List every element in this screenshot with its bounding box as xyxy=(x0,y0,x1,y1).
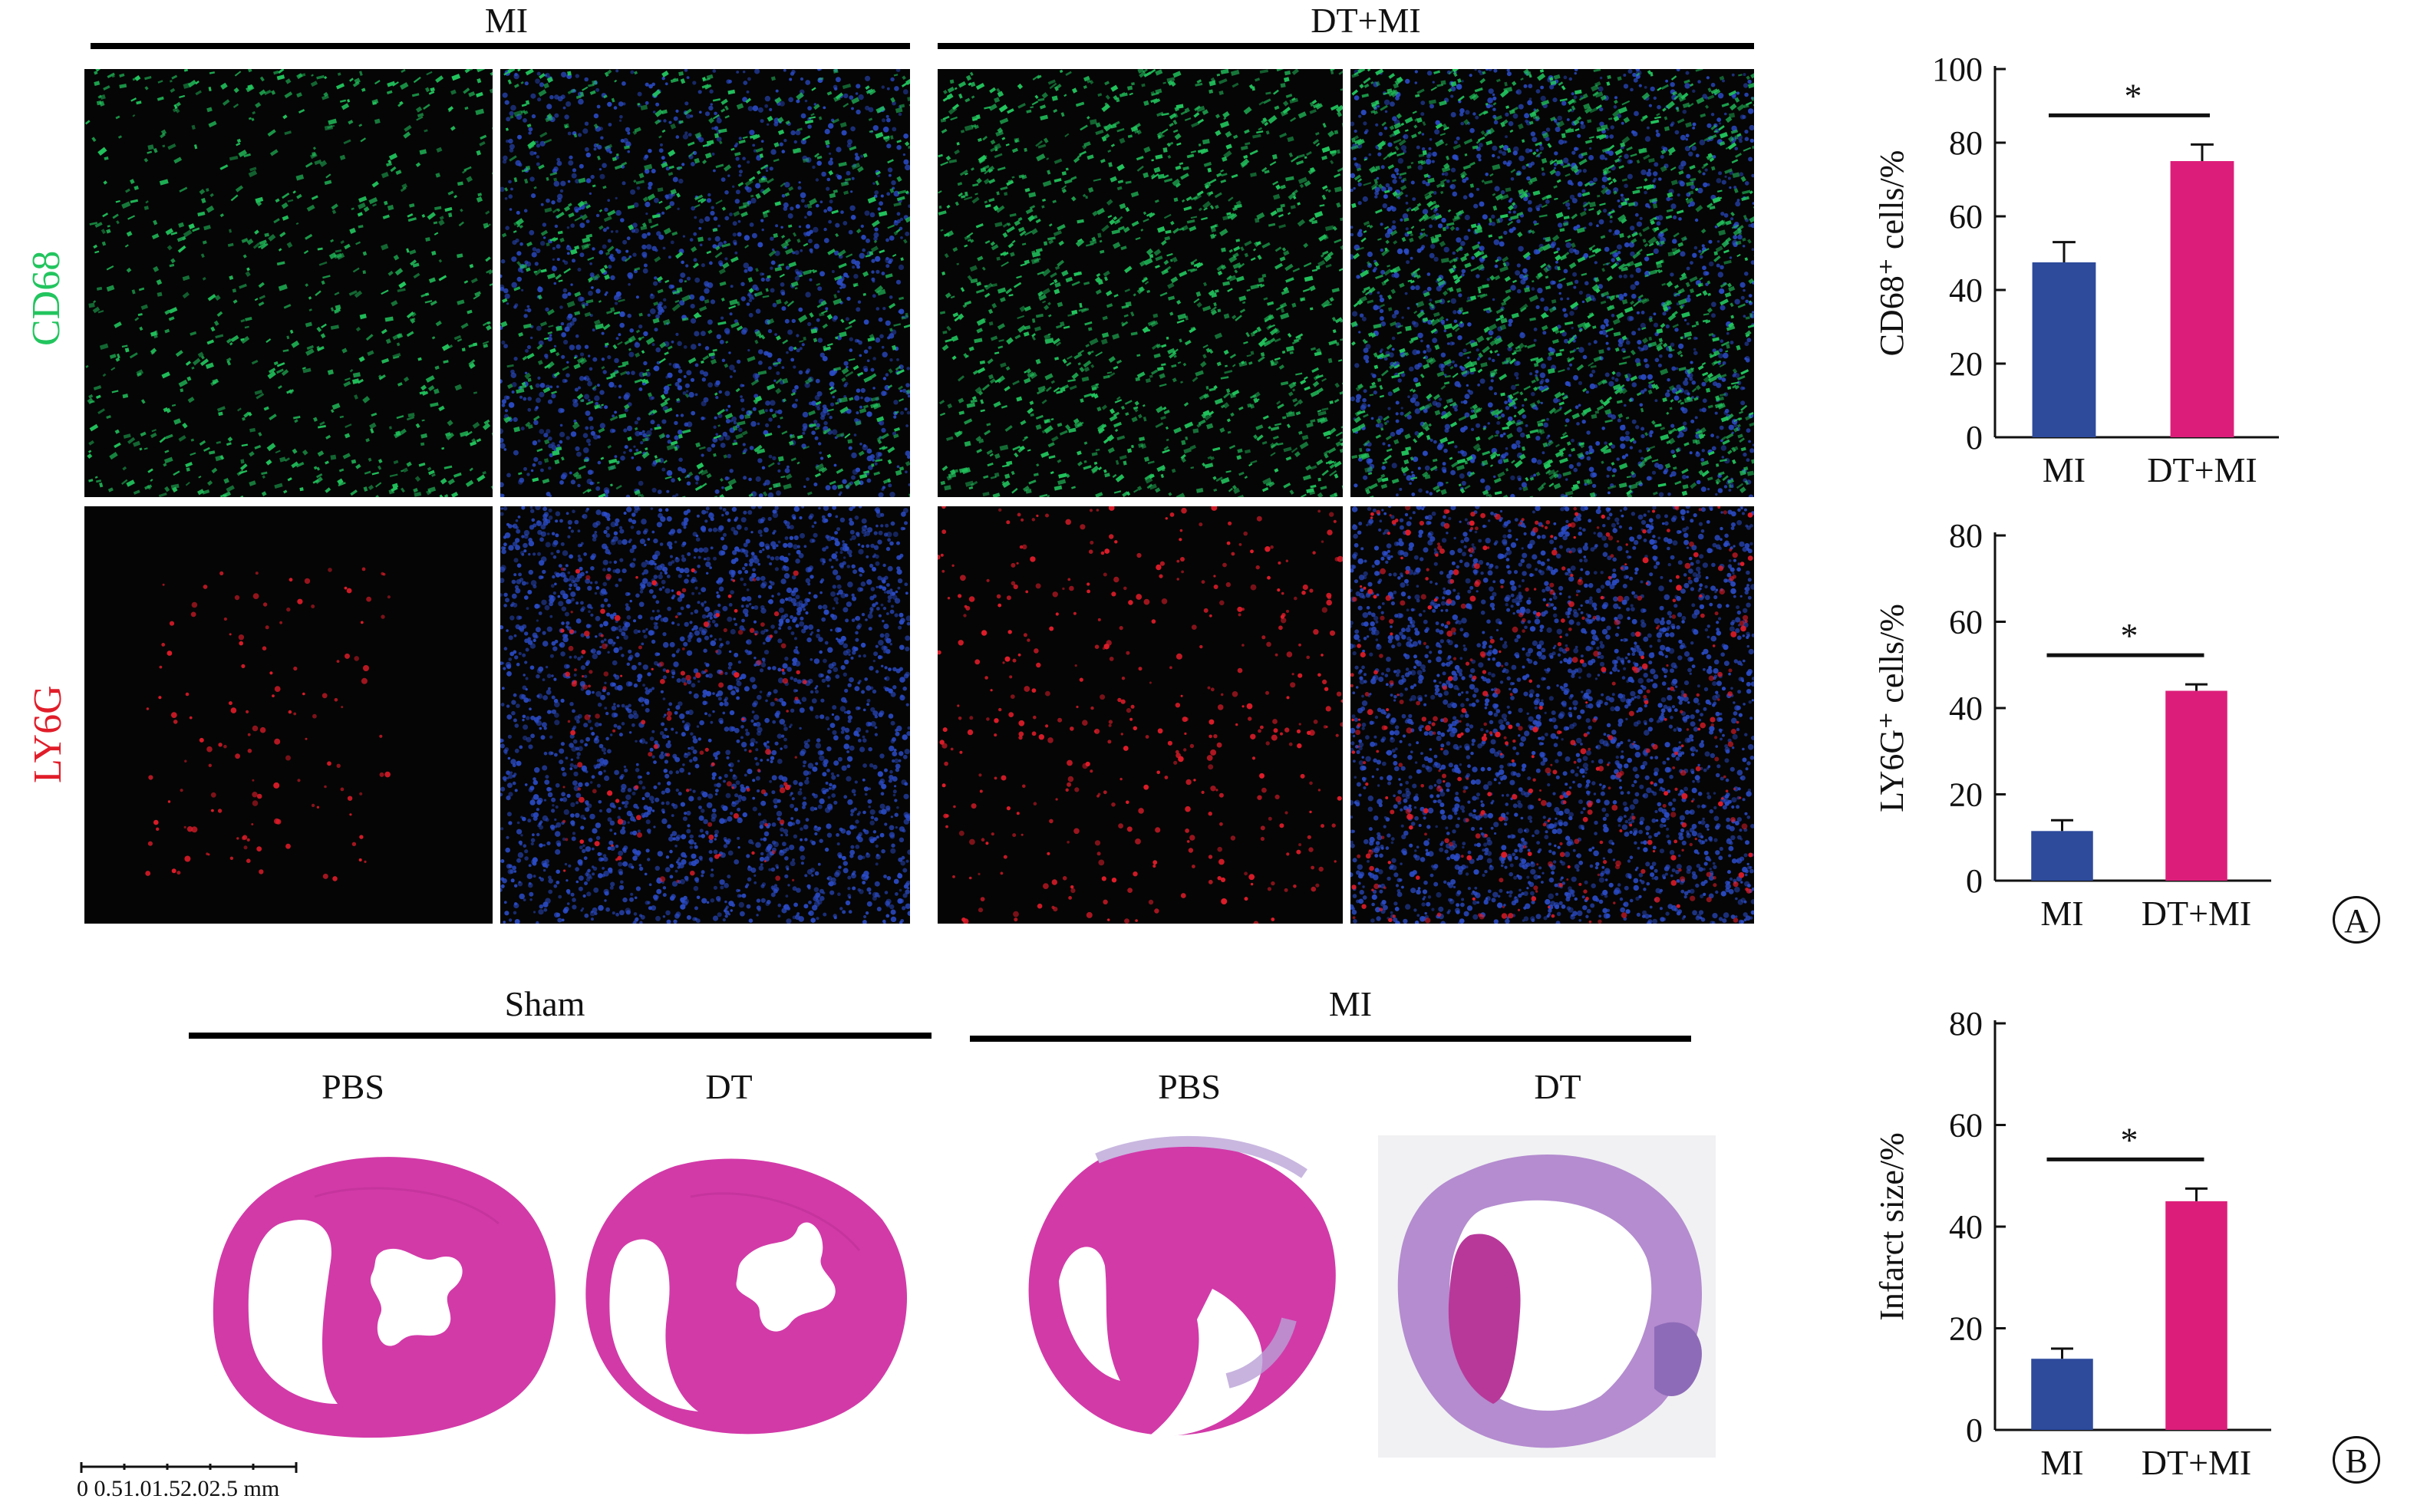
micrograph-mi-ly6g xyxy=(84,506,493,924)
heart-section-sham-dt xyxy=(585,1158,908,1435)
y-tick-label: 100 xyxy=(1932,51,1983,88)
y-tick-label: 20 xyxy=(1949,1310,1983,1348)
y-tick-label: 40 xyxy=(1949,690,1983,727)
panel-letter-b: B xyxy=(2333,1436,2380,1484)
subgroup-label-sham-dt: DT xyxy=(705,1067,753,1106)
bar-chart-infarct-size: 0 20 40 60 80 Infarct size/% MI DT+MI * xyxy=(1873,1005,2271,1482)
group-label-sham: Sham xyxy=(504,984,585,1023)
heart-section-sham-pbs xyxy=(213,1157,556,1438)
row-label-ly6g: LY6G xyxy=(26,685,70,783)
micrograph-dtmi-cd68-merge xyxy=(1350,69,1754,497)
y-tick-label: 40 xyxy=(1949,1208,1983,1246)
y-axis-label: CD68⁺ cells/% xyxy=(1873,150,1911,357)
bar xyxy=(2031,1359,2093,1430)
micrograph-mi-ly6g-image xyxy=(145,567,391,881)
bar xyxy=(2031,831,2093,881)
y-tick-label: 20 xyxy=(1949,345,1983,383)
bar-chart-ly6g: 0 20 40 60 80 LY6G⁺ cells/% MI DT+MI * xyxy=(1873,517,2271,933)
bar-chart-cd68: 0 20 40 60 80 100 CD68⁺ cells/% MI DT+MI * xyxy=(1873,51,2279,489)
micrograph-mi-cd68-merge-image xyxy=(500,69,910,497)
x-tick-label: DT+MI xyxy=(2142,894,2251,933)
group-rule-dt-mi xyxy=(938,43,1754,49)
y-tick-label: 0 xyxy=(1966,1412,1983,1449)
y-tick-label: 60 xyxy=(1949,1107,1983,1145)
x-tick-label: MI xyxy=(2040,1443,2083,1482)
y-tick-label: 80 xyxy=(1949,1005,1983,1043)
heart-section-mi-pbs xyxy=(1028,1135,1336,1436)
panel-letter-a: A xyxy=(2333,896,2380,944)
bar xyxy=(2165,690,2227,881)
bar xyxy=(2165,1201,2227,1430)
y-tick-label: 0 xyxy=(1966,862,1983,900)
subgroup-label-mi-dt: DT xyxy=(1534,1067,1581,1106)
scale-bar-label: 0 0.51.01.52.02.5 mm xyxy=(77,1476,280,1501)
y-axis-label: LY6G⁺ cells/% xyxy=(1873,604,1911,812)
micrograph-dtmi-cd68-image xyxy=(938,69,1343,497)
micrograph-mi-cd68 xyxy=(84,69,493,497)
y-tick-label: 60 xyxy=(1949,198,1983,236)
x-tick-label: MI xyxy=(2040,894,2083,933)
group-rule-mi-b xyxy=(970,1036,1691,1042)
significance-star: * xyxy=(2121,1120,2138,1159)
bar xyxy=(2170,161,2234,437)
y-axis-label: Infarct size/% xyxy=(1873,1132,1911,1321)
micrograph-dtmi-ly6g-image xyxy=(938,506,1343,924)
micrograph-dtmi-ly6g-merge xyxy=(1350,506,1754,924)
subgroup-label-sham-pbs: PBS xyxy=(321,1067,384,1106)
group-rule-mi xyxy=(91,43,910,49)
micrograph-dtmi-ly6g xyxy=(938,506,1343,924)
group-label-mi-b: MI xyxy=(1328,984,1373,1023)
y-tick-label: 40 xyxy=(1949,272,1983,309)
micrograph-dtmi-cd68 xyxy=(938,69,1343,497)
x-tick-label: DT+MI xyxy=(2147,450,2257,489)
y-tick-label: 80 xyxy=(1949,124,1983,162)
y-tick-label: 80 xyxy=(1949,517,1983,555)
micrograph-mi-cd68-merge xyxy=(500,69,910,497)
y-tick-label: 0 xyxy=(1966,419,1983,456)
group-rule-sham xyxy=(189,1033,932,1039)
micrograph-mi-ly6g-merge xyxy=(500,506,910,924)
row-label-cd68: CD68 xyxy=(25,250,68,346)
group-label-mi: MI xyxy=(484,1,529,40)
bar xyxy=(2032,262,2096,437)
subgroup-label-mi-pbs: PBS xyxy=(1158,1067,1221,1106)
significance-star: * xyxy=(2121,616,2138,655)
y-tick-label: 60 xyxy=(1949,604,1983,641)
micrograph-dtmi-cd68-merge-image xyxy=(1350,69,1754,497)
x-tick-label: MI xyxy=(2043,450,2086,489)
x-tick-label: DT+MI xyxy=(2142,1443,2251,1482)
micrograph-mi-ly6g-merge-image xyxy=(500,506,910,924)
y-tick-label: 20 xyxy=(1949,776,1983,814)
scale-bar xyxy=(80,1462,298,1473)
group-label-dt-mi: DT+MI xyxy=(1311,1,1421,40)
significance-star: * xyxy=(2125,76,2142,115)
heart-section-mi-dt xyxy=(1378,1135,1716,1458)
micrograph-dtmi-ly6g-merge-image xyxy=(1350,506,1754,924)
micrograph-mi-cd68-image xyxy=(84,69,493,497)
